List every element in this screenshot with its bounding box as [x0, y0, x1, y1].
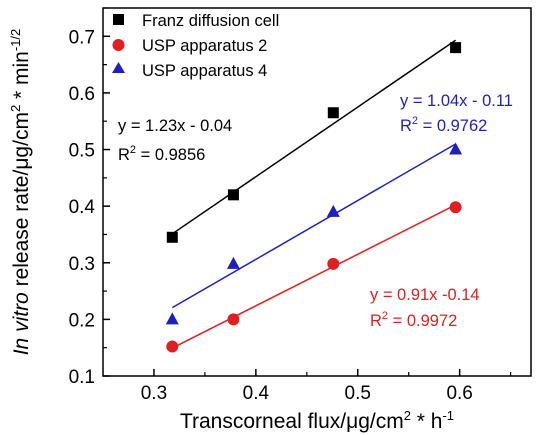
legend-label: USP apparatus 2 [142, 37, 267, 55]
legend-label: USP apparatus 4 [142, 62, 267, 80]
fit-line [171, 204, 456, 349]
legend-label: Franz diffusion cell [142, 12, 279, 30]
x-tick-label: 0.6 [446, 383, 472, 404]
data-point-square [450, 42, 462, 54]
legend-entry-usp2: USP apparatus 2 [112, 37, 267, 55]
data-point-triangle [449, 142, 463, 155]
y-axis-title: In vitro release rate/μg/cm2 * min-1/2 [8, 29, 33, 356]
legend-entry-usp4: USP apparatus 4 [112, 62, 267, 80]
r-squared-text: R2 = 0.9762 [400, 115, 487, 135]
fit-line [171, 39, 457, 235]
fit-line [171, 143, 456, 309]
equation-usp4: y = 1.04x - 0.11 R2 = 0.9762 [400, 92, 513, 135]
data-point-square [327, 107, 339, 119]
x-tick-label: 0.4 [243, 383, 270, 404]
legend: Franz diffusion cell USP apparatus 2 USP… [112, 12, 279, 80]
y-tick-label: 0.3 [69, 254, 95, 275]
y-tick-label: 0.7 [69, 27, 95, 48]
x-axis-title: Transcorneal flux/μg/cm2 * h-1 [180, 408, 454, 433]
x-axis: 0.3 0.4 0.5 0.6 [141, 369, 512, 404]
y-axis: 0.1 0.2 0.3 0.4 0.5 0.6 0.7 [69, 7, 110, 388]
x-tick-label: 0.3 [141, 383, 167, 404]
equation-franz: y = 1.23x - 0.04 R2 = 0.9856 [118, 117, 232, 164]
data-point-square [227, 189, 239, 201]
r-squared-text: R2 = 0.9972 [370, 310, 457, 330]
equation-text: y = 1.04x - 0.11 [400, 92, 513, 110]
legend-entry-franz: Franz diffusion cell [113, 12, 279, 30]
y-tick-label: 0.6 [69, 84, 95, 105]
plot-frame [102, 7, 532, 377]
y-tick-label: 0.1 [69, 367, 95, 388]
data-point-circle [327, 257, 340, 270]
y-tick-label: 0.4 [69, 197, 96, 218]
data-markers [165, 42, 463, 353]
legend-marker-triangle [112, 62, 125, 73]
legend-marker-circle [112, 39, 125, 51]
data-point-triangle [326, 204, 340, 217]
fit-lines [171, 39, 457, 349]
equation-usp2: y = 0.91x -0.14 R2 = 0.9972 [370, 286, 480, 330]
y-tick-label: 0.2 [69, 310, 95, 331]
equation-text: y = 0.91x -0.14 [370, 286, 480, 304]
data-point-triangle [165, 312, 179, 325]
data-point-circle [449, 201, 462, 214]
data-point-triangle [226, 256, 240, 269]
legend-marker-square [113, 14, 124, 25]
equation-text: y = 1.23x - 0.04 [118, 117, 232, 135]
r-squared-text: R2 = 0.9856 [118, 144, 205, 164]
data-point-square [166, 231, 178, 243]
y-tick-label: 0.5 [69, 141, 95, 162]
x-tick-label: 0.5 [345, 383, 371, 404]
data-point-circle [227, 313, 240, 326]
data-point-circle [166, 340, 179, 353]
